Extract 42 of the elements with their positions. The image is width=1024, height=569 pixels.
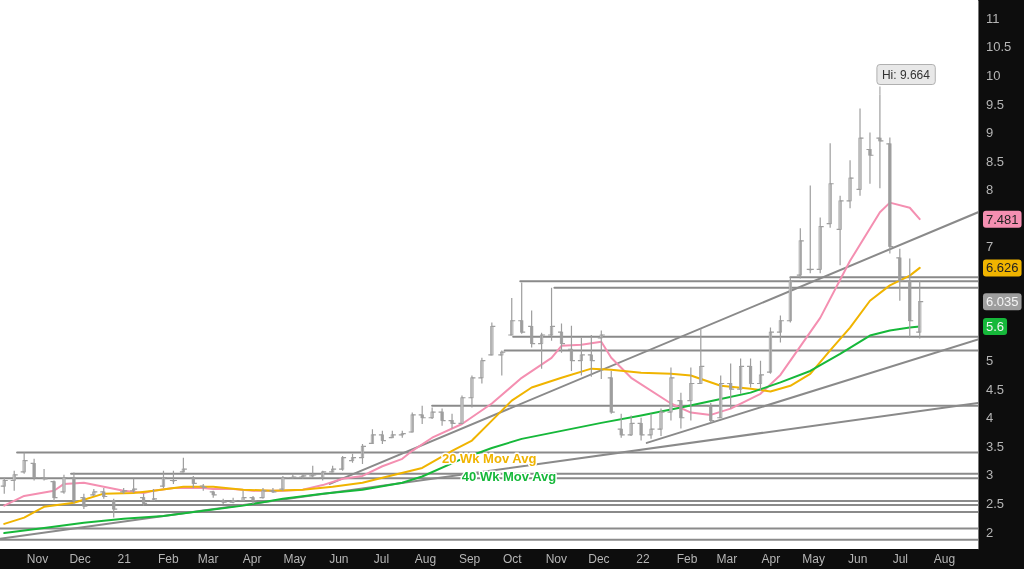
y-tick-label: 4 xyxy=(986,410,994,426)
x-tick-label: Jun xyxy=(329,551,349,566)
y-tick-label: 2.5 xyxy=(986,496,1005,512)
x-tick-label: Mar xyxy=(716,551,738,566)
x-tick-label: Apr xyxy=(761,551,781,566)
x-tick-label: May xyxy=(283,551,307,566)
x-tick-label: Nov xyxy=(26,551,49,566)
x-tick-label: Dec xyxy=(588,551,610,566)
y-tick-label: 7 xyxy=(986,239,994,255)
y-tick-label: 3 xyxy=(986,467,994,483)
x-tick-label: Dec xyxy=(69,551,91,566)
y-tick-label: 8 xyxy=(986,182,994,198)
x-tick-label: 22 xyxy=(636,551,651,566)
y-tick-label: 9 xyxy=(986,125,994,141)
text: 5.6 xyxy=(986,318,1005,334)
x-tick-label: 21 xyxy=(117,551,132,566)
x-tick-label: Sep xyxy=(458,551,481,566)
y-tick-label: 10.5 xyxy=(986,39,1012,55)
x-tick-label: Feb xyxy=(676,551,698,566)
x-tick-label: Feb xyxy=(157,551,179,566)
x-tick-label: Jul xyxy=(373,551,390,566)
y-tick-label: 11 xyxy=(986,10,1000,26)
x-tick-label: Mar xyxy=(197,551,219,566)
y-tick-label: 8.5 xyxy=(986,153,1005,169)
y-tick-label: 10 xyxy=(986,67,1001,83)
x-tick-label: Apr xyxy=(242,551,262,566)
y-tick-label: 2 xyxy=(986,524,994,540)
y-tick-label: 4.5 xyxy=(986,381,1005,397)
annotation: Hi: 9.664 xyxy=(881,67,931,82)
x-tick-label: Jul xyxy=(892,551,908,566)
x-tick-label: Jun xyxy=(847,551,868,566)
text: 7.481 xyxy=(986,211,1019,227)
x-tick-label: Aug xyxy=(933,551,956,566)
x-tick-label: Aug xyxy=(414,551,437,566)
y-tick-label: 9.5 xyxy=(986,96,1005,112)
x-tick-label: Nov xyxy=(545,551,567,566)
x-tick-label: May xyxy=(802,551,825,566)
y-tick-label: 3.5 xyxy=(986,438,1005,454)
x-tick-label: Oct xyxy=(502,551,523,566)
text: 6.626 xyxy=(986,260,1019,276)
text: 6.035 xyxy=(986,294,1019,310)
y-tick-label: 5 xyxy=(986,353,994,369)
